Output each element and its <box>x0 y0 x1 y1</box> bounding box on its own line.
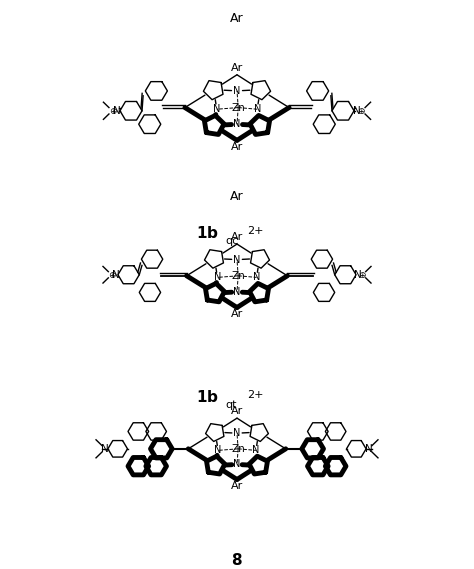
Text: Ar: Ar <box>231 406 243 417</box>
Text: qt: qt <box>225 400 237 410</box>
Text: Ar: Ar <box>230 11 244 24</box>
Text: $\oplus$: $\oplus$ <box>109 106 118 116</box>
Text: N: N <box>213 104 220 114</box>
Text: N: N <box>101 444 109 454</box>
Text: N: N <box>112 270 120 280</box>
Text: Zn: Zn <box>231 444 245 454</box>
Text: 2+: 2+ <box>247 226 264 236</box>
Text: qc: qc <box>225 236 238 246</box>
Text: N: N <box>233 119 241 129</box>
Text: N: N <box>233 428 241 438</box>
Text: Ar: Ar <box>231 142 243 152</box>
Text: N: N <box>233 459 241 469</box>
Text: N: N <box>233 86 241 96</box>
Text: $\mathbf{8}$: $\mathbf{8}$ <box>231 552 243 568</box>
Text: N: N <box>354 270 362 280</box>
Text: Ar: Ar <box>231 310 243 319</box>
Text: N: N <box>214 273 221 282</box>
Text: Ar: Ar <box>231 63 243 73</box>
Text: N: N <box>252 446 260 455</box>
Text: $\oplus$: $\oplus$ <box>357 106 366 116</box>
Text: $\mathbf{1b}$: $\mathbf{1b}$ <box>196 389 219 405</box>
Text: Ar: Ar <box>231 232 243 242</box>
Text: N: N <box>214 446 222 455</box>
Text: N: N <box>233 287 241 297</box>
Text: 2+: 2+ <box>247 390 264 400</box>
Text: Zn: Zn <box>231 271 245 281</box>
Text: N: N <box>113 106 121 116</box>
Text: N: N <box>254 104 261 114</box>
Text: Zn: Zn <box>231 102 245 113</box>
Text: $\oplus$: $\oplus$ <box>358 270 367 280</box>
Text: Ar: Ar <box>230 191 244 204</box>
Text: Ar: Ar <box>231 481 243 491</box>
Text: N: N <box>353 106 361 116</box>
Text: N: N <box>253 273 260 282</box>
Text: $\mathbf{1b}$: $\mathbf{1b}$ <box>196 225 219 241</box>
Text: N: N <box>365 444 373 454</box>
Text: N: N <box>233 255 241 265</box>
Text: $\oplus$: $\oplus$ <box>108 270 117 280</box>
